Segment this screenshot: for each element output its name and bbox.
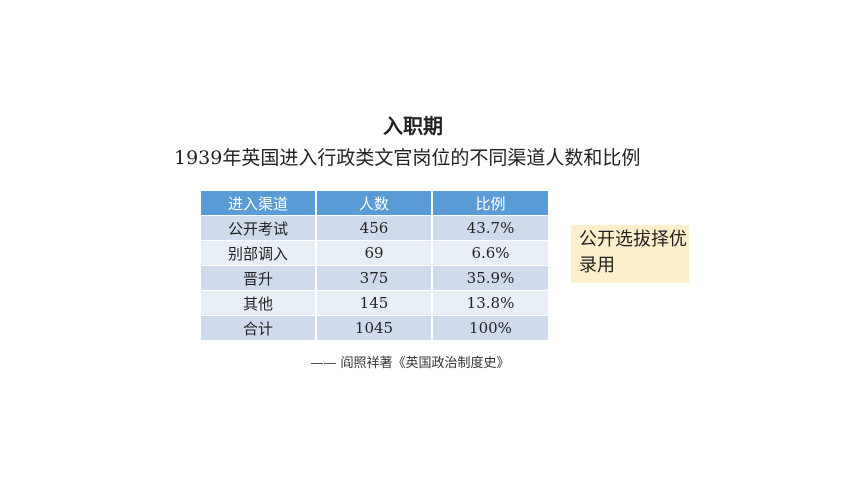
cell-ratio: 100% [432,315,548,341]
header-count: 人数 [316,191,433,216]
slide-heading: 入职期 [383,114,443,138]
cell-ratio: 13.8% [432,290,548,316]
header-ratio: 比例 [432,191,548,216]
table-caption: 1939年英国进入行政类文官岗位的不同渠道人数和比例 [174,147,641,169]
table-header-row: 进入渠道 人数 比例 [201,191,548,216]
table-row: 其他 145 13.8% [201,290,548,316]
cell-count: 375 [316,265,433,291]
header-channel: 进入渠道 [201,191,317,216]
callout-box: 公开选拔择优录用 [571,225,689,283]
table-row: 别部调入 69 6.6% [201,240,548,266]
cell-channel: 别部调入 [201,240,317,266]
source-citation: —— 阎照祥著《英国政治制度史》 [0,352,820,371]
cell-channel: 合计 [201,315,317,341]
cell-channel: 晋升 [201,265,317,291]
cell-count: 69 [316,240,433,266]
cell-ratio: 43.7% [432,215,548,241]
cell-count: 145 [316,290,433,316]
table-row-total: 合计 1045 100% [201,315,548,341]
callout-text: 公开选拔择优录用 [579,229,687,276]
cell-channel: 公开考试 [201,215,317,241]
cell-count: 1045 [316,315,433,341]
table-row: 公开考试 456 43.7% [201,215,548,241]
source-text: —— 阎照祥著《英国政治制度史》 [310,356,510,371]
cell-channel: 其他 [201,290,317,316]
cell-count: 456 [316,215,433,241]
cell-ratio: 6.6% [432,240,548,266]
table-row: 晋升 375 35.9% [201,265,548,291]
entry-channel-table: 进入渠道 人数 比例 公开考试 456 43.7% 别部调入 69 6.6% 晋… [201,191,548,341]
cell-ratio: 35.9% [432,265,548,291]
